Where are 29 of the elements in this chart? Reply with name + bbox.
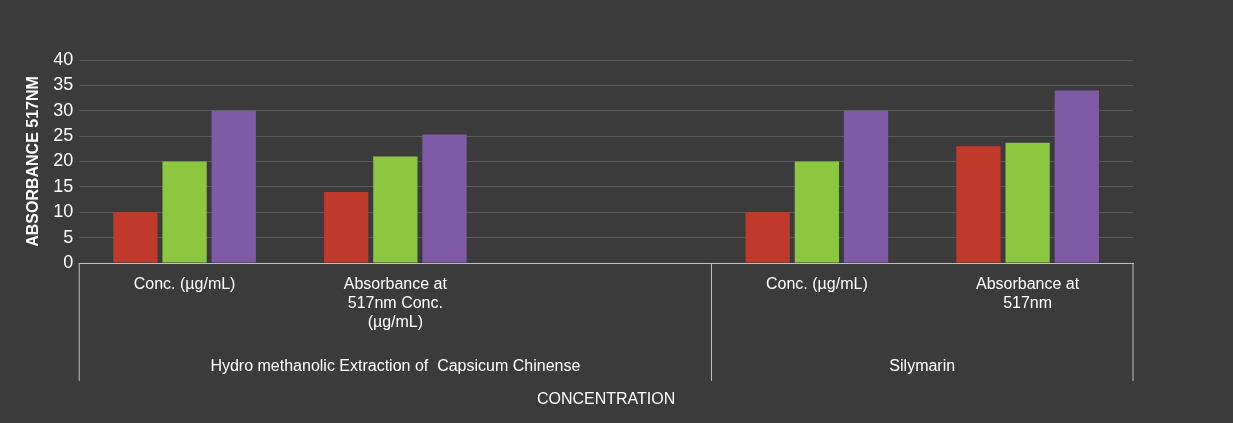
x-tick-label: Conc. (µg/mL) [133, 275, 236, 293]
x-tick-label: Conc. (µg/mL) [766, 275, 868, 293]
bar [794, 161, 839, 263]
bar [1005, 142, 1050, 263]
x-tick-label: Absorbance at 517nm Conc. (µg/mL) [343, 275, 448, 331]
y-tick-label: 0 [63, 251, 74, 272]
y-tick-label: 40 [53, 48, 74, 69]
bar [211, 110, 256, 263]
bar [745, 212, 790, 263]
y-tick-label: 30 [53, 99, 74, 120]
x-axis-title: CONCENTRATION [536, 389, 676, 407]
bar [162, 161, 207, 263]
text: Silymarin [889, 357, 956, 374]
y-tick-label: 15 [53, 175, 74, 196]
y-tick-label: 10 [53, 201, 74, 222]
y-tick-label: 5 [63, 226, 74, 247]
bar [113, 212, 158, 263]
y-tick-label: 25 [53, 125, 74, 146]
y-axis-title: ABSORBANCE 517NM [24, 76, 42, 247]
bar [324, 191, 369, 263]
y-tick-label: 20 [53, 150, 74, 171]
x-tick-label: Absorbance at 517nm [976, 275, 1080, 312]
bar [422, 134, 467, 263]
bar [843, 110, 889, 263]
bar [373, 156, 418, 263]
bar [1054, 90, 1099, 263]
text: Hydro methanolic Extraction of Capsicum Chinense [210, 357, 581, 374]
bar [956, 146, 1001, 263]
y-tick-label: 35 [53, 74, 74, 95]
